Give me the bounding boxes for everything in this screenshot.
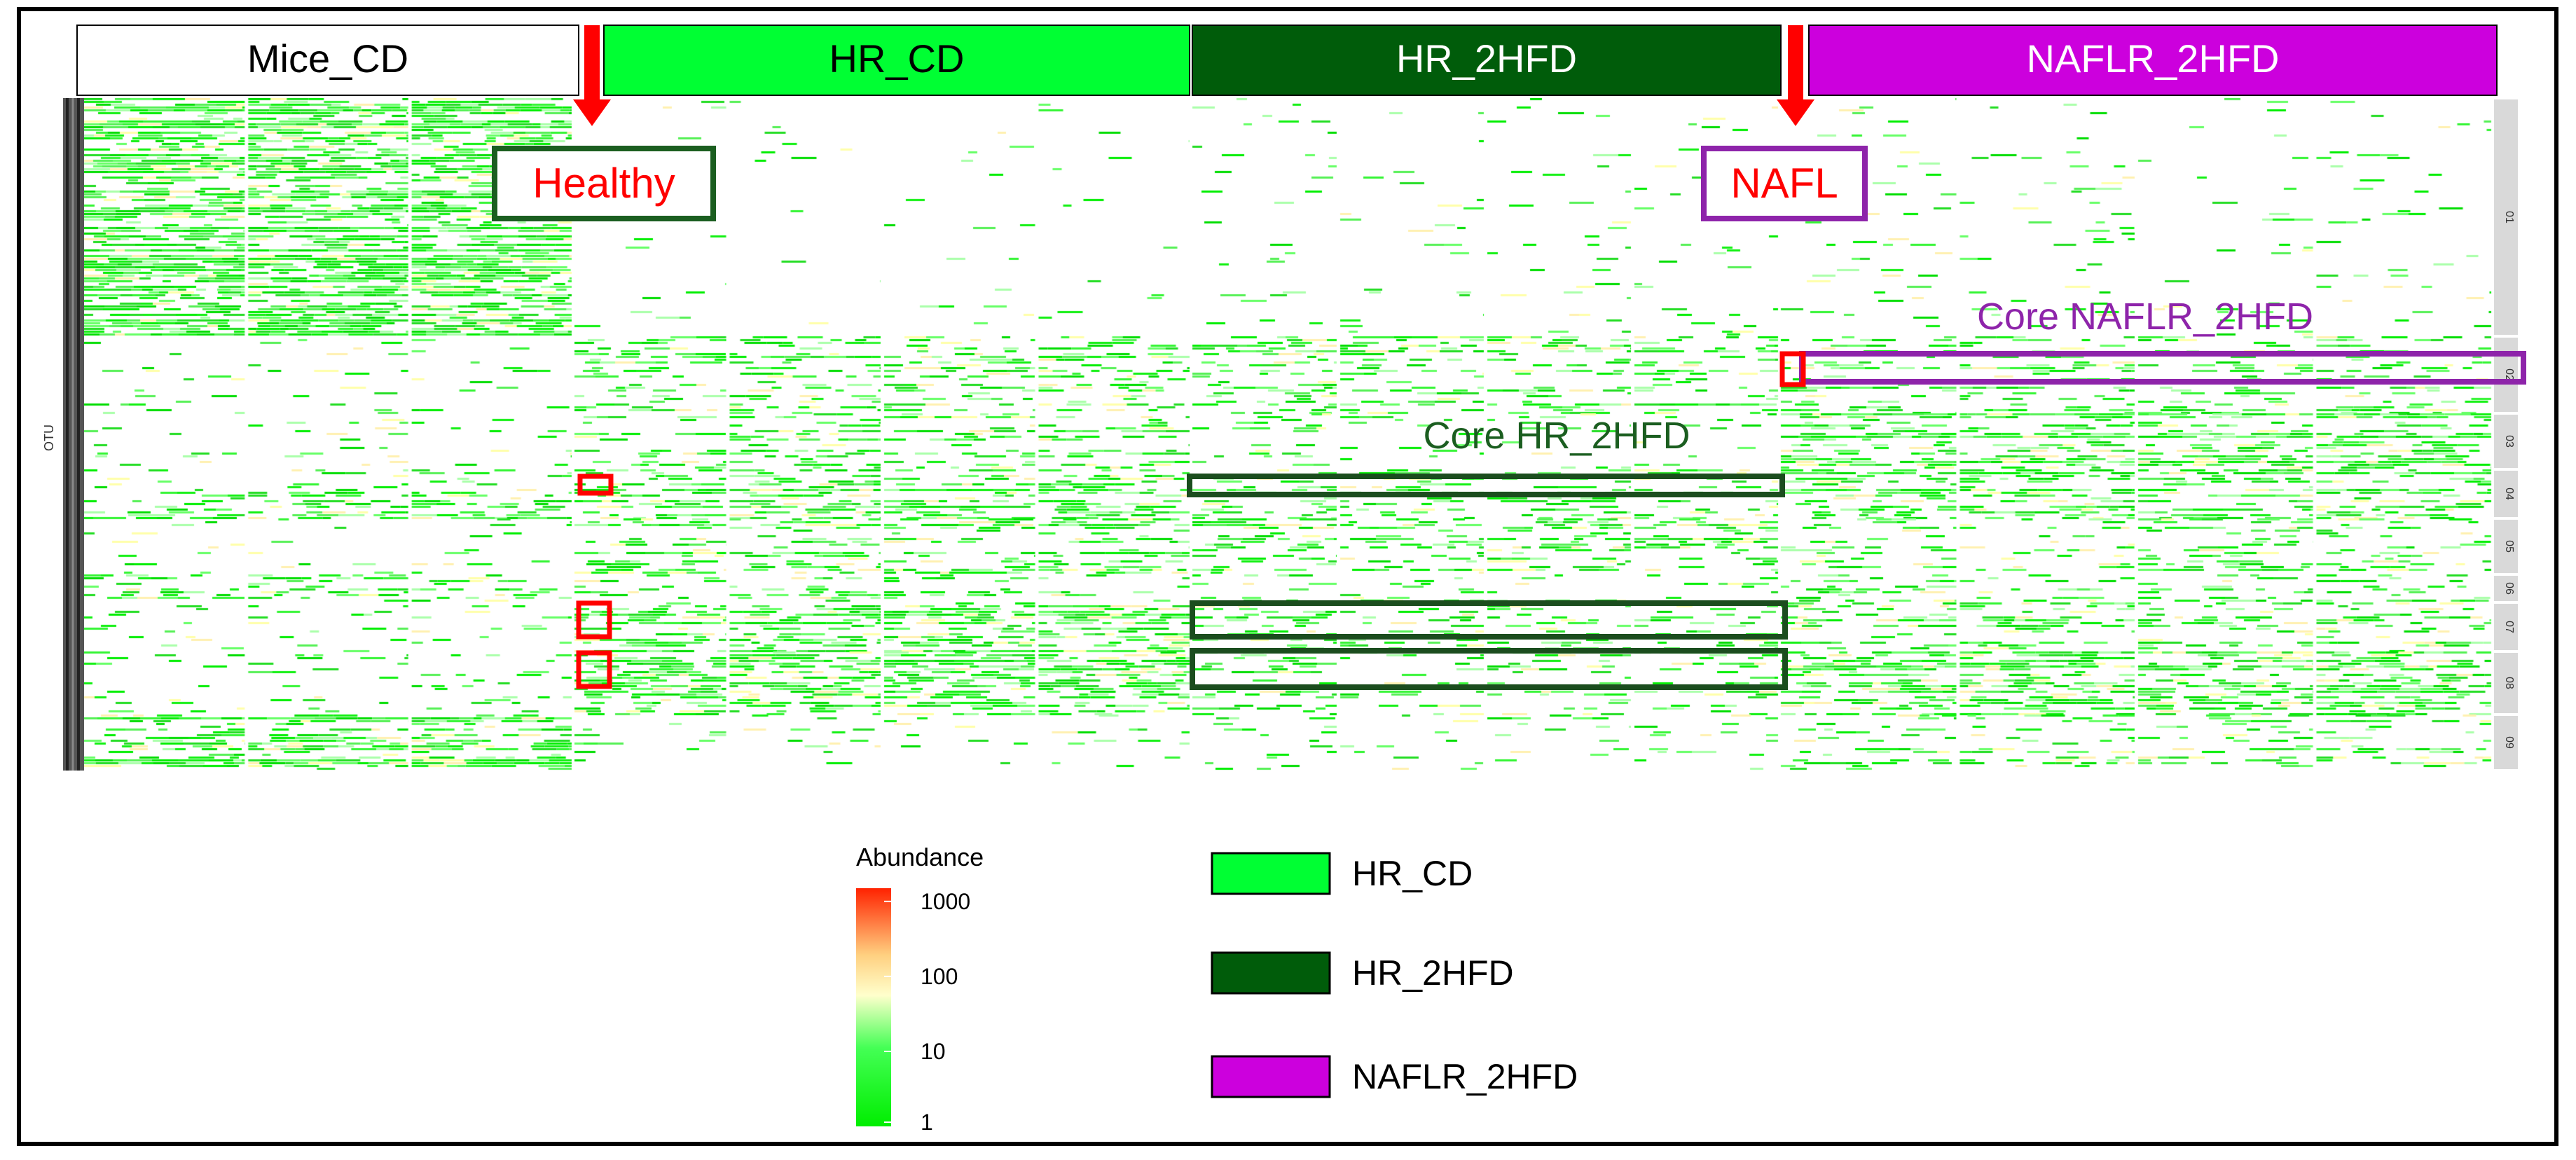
cluster-label: 07 [2503, 621, 2515, 633]
group-header-hr-cd: HR_CD [603, 25, 1190, 96]
color-scale-tick-label: 10 [921, 1039, 946, 1064]
group-label-hr-cd: HR_CD [829, 36, 965, 81]
color-scale-tick-label: 100 [921, 964, 958, 989]
cluster-label: 05 [2503, 540, 2515, 553]
cluster-strip-segment [2494, 471, 2518, 517]
y-axis-label: OTU [42, 424, 56, 451]
core-hr-2hfd-box-1 [1187, 474, 1785, 497]
nafl-arrow [1777, 25, 1814, 126]
core-hr-2hfd-box-3 [1190, 648, 1788, 690]
core-hr-2hfd-box-2 [1190, 600, 1788, 640]
cluster-strip-segment [2494, 415, 2518, 468]
color-scale-tick-label: 1 [921, 1110, 933, 1135]
cluster-strip-segment [2494, 99, 2518, 335]
red-marker-1 [577, 474, 614, 496]
cluster-label: 06 [2503, 582, 2515, 595]
group-header-mice-cd: Mice_CD [76, 25, 579, 96]
cluster-label: 03 [2503, 435, 2515, 448]
legend-swatch [1211, 1055, 1331, 1098]
cluster-label: 01 [2503, 211, 2515, 223]
group-label-mice-cd: Mice_CD [247, 36, 408, 81]
core-naflr-2hfd-box [1799, 351, 2526, 385]
cluster-strip-segment [2494, 716, 2518, 769]
cluster-strip-segment [2494, 338, 2518, 412]
legend-swatch [1211, 951, 1331, 995]
group-header-hr-2hfd: HR_2HFD [1192, 25, 1782, 96]
color-scale-title: Abundance [856, 843, 984, 871]
healthy-label-box: Healthy [492, 146, 716, 221]
row-dendrogram [63, 98, 84, 771]
core-hr-2hfd-label: Core HR_2HFD [1423, 415, 1690, 457]
cluster-strip-segment [2494, 653, 2518, 713]
color-scale-ticks: 1 10 100 1000 [884, 889, 970, 1135]
cluster-label: 02 [2503, 368, 2515, 381]
healthy-label: Healthy [532, 160, 675, 207]
legend-label: HR_CD [1352, 854, 1473, 893]
cluster-strip-segment [2494, 576, 2518, 601]
figure-frame [17, 7, 2558, 1146]
cluster-strip: 01 02 03 04 05 06 07 08 09 [2494, 99, 2518, 769]
cluster-label: 08 [2503, 677, 2515, 689]
group-label-hr-2hfd: HR_2HFD [1396, 36, 1577, 81]
legend-swatch [1211, 852, 1331, 895]
color-scale-bar [856, 888, 891, 1126]
legend-label: NAFLR_2HFD [1352, 1057, 1578, 1096]
color-scale-tick-label: 1000 [921, 889, 970, 914]
core-naflr-2hfd-label: Core NAFLR_2HFD [1977, 296, 2313, 338]
red-marker-4 [1779, 351, 1806, 387]
group-header-naflr-2hfd: NAFLR_2HFD [1808, 25, 2498, 96]
cluster-strip-segment [2494, 520, 2518, 573]
nafl-label-box: NAFL [1701, 146, 1868, 221]
nafl-label: NAFL [1730, 160, 1838, 207]
cluster-label: 04 [2503, 488, 2515, 500]
otu-heatmap-cells [84, 98, 2494, 771]
healthy-arrow [573, 25, 611, 126]
red-marker-3 [576, 650, 612, 689]
legend-label: HR_2HFD [1352, 953, 1514, 993]
group-label-naflr-2hfd: NAFLR_2HFD [2027, 36, 2280, 81]
group-legend: HR_CD HR_2HFD NAFLR_2HFD [1211, 852, 1578, 1098]
cluster-strip-segment [2494, 604, 2518, 650]
red-marker-2 [576, 600, 612, 640]
cluster-label: 09 [2503, 736, 2515, 749]
